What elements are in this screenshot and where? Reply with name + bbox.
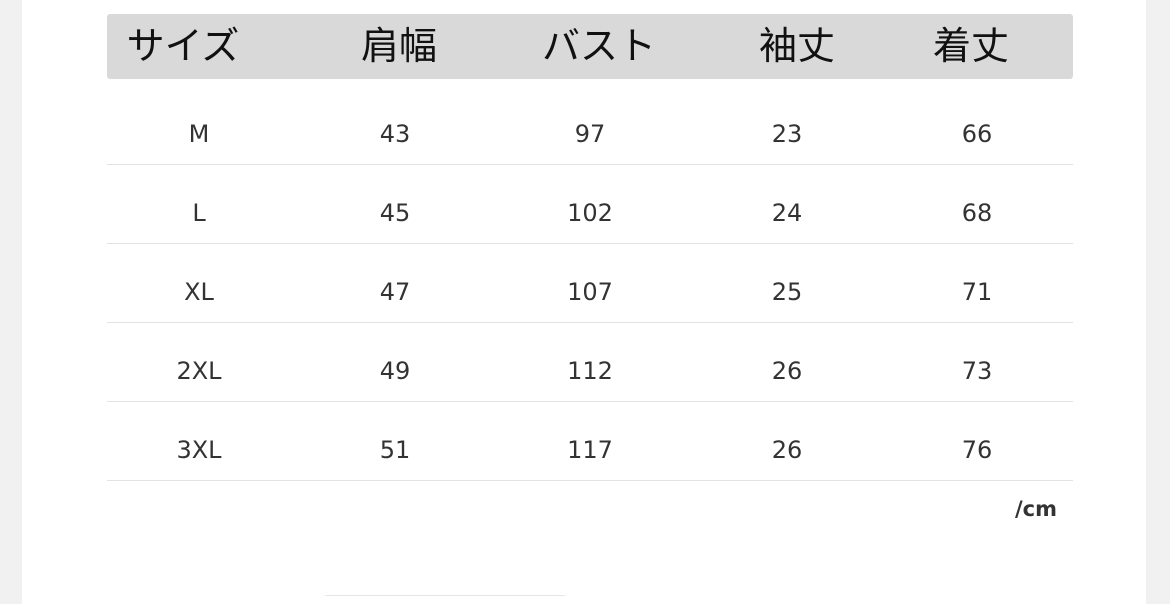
table-cell: 51 <box>379 436 411 464</box>
row-divider <box>107 243 1073 244</box>
row-divider <box>107 480 1073 481</box>
table-cell: 73 <box>961 357 993 385</box>
header-sleeve: 袖丈 <box>758 24 836 68</box>
table-cell: M <box>188 120 210 148</box>
divider <box>325 595 565 596</box>
header-length: 着丈 <box>932 24 1010 68</box>
table-cell: 23 <box>771 120 803 148</box>
table-cell: 112 <box>567 357 613 385</box>
table-row: 3XL 51 117 26 76 <box>107 402 1073 481</box>
table-cell: 25 <box>771 278 803 306</box>
table-row: XL 47 107 25 71 <box>107 244 1073 323</box>
table-cell: 49 <box>379 357 411 385</box>
table-row: L 45 102 24 68 <box>107 165 1073 244</box>
table-cell: 117 <box>567 436 613 464</box>
table-cell: 68 <box>961 199 993 227</box>
row-divider <box>107 322 1073 323</box>
table-cell: 71 <box>961 278 993 306</box>
table-cell: 47 <box>379 278 411 306</box>
table-cell: 102 <box>567 199 613 227</box>
table-cell: 3XL <box>176 436 222 464</box>
size-chart-panel <box>22 0 1146 604</box>
table-cell: 107 <box>567 278 613 306</box>
table-cell: 26 <box>771 436 803 464</box>
header-bust: バスト <box>541 24 657 68</box>
table-cell: 97 <box>574 120 606 148</box>
table-cell: 43 <box>379 120 411 148</box>
row-divider <box>107 401 1073 402</box>
table-cell: XL <box>184 278 214 306</box>
table-cell: 66 <box>961 120 993 148</box>
row-divider <box>107 164 1073 165</box>
table-cell: 26 <box>771 357 803 385</box>
table-row: 2XL 49 112 26 73 <box>107 323 1073 402</box>
header-size: サイズ <box>126 24 240 68</box>
table-cell: 2XL <box>176 357 222 385</box>
table-row: M 43 97 23 66 <box>107 86 1073 165</box>
table-header: サイズ 肩幅 バスト 袖丈 着丈 <box>107 14 1073 79</box>
unit-label: /cm <box>1015 497 1057 521</box>
table-cell: L <box>192 199 206 227</box>
header-shoulder: 肩幅 <box>360 24 438 68</box>
table-cell: 45 <box>379 199 411 227</box>
table-cell: 76 <box>961 436 993 464</box>
table-cell: 24 <box>771 199 803 227</box>
